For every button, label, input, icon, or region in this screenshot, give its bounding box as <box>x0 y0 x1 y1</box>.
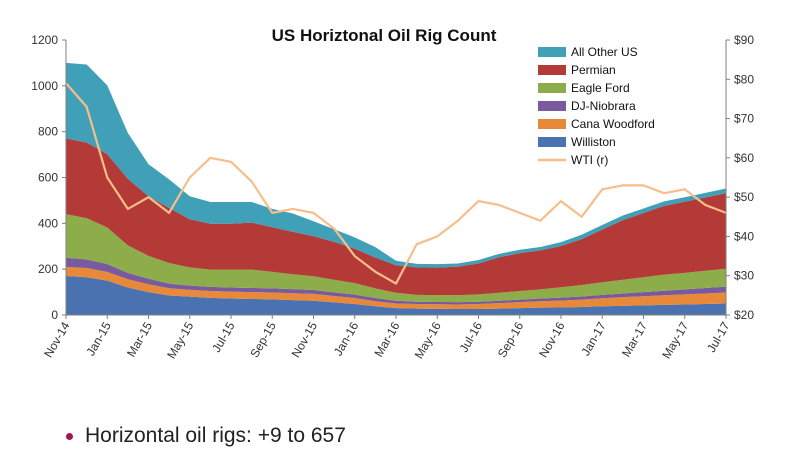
area-williston <box>66 276 726 315</box>
right-tick-label: $80 <box>734 72 754 86</box>
x-tick-label: May-16 <box>412 319 444 361</box>
x-tick-label: Mar-17 <box>619 319 650 359</box>
x-tick-label: Jul-17 <box>704 319 733 355</box>
wti-line-layer <box>65 82 727 285</box>
legend-label-all-other-us: All Other US <box>571 45 638 59</box>
x-tick-label: Nov-16 <box>536 319 568 360</box>
right-tick-label: $70 <box>734 112 754 126</box>
x-tick-label: Jan-17 <box>578 319 609 358</box>
x-tick-label: Jan-16 <box>331 319 362 358</box>
left-tick-label: 400 <box>38 216 58 230</box>
x-tick-label: Nov-15 <box>289 319 321 360</box>
legend-label-permian: Permian <box>571 63 616 77</box>
x-tick-label: Sep-15 <box>247 319 279 360</box>
legend-label-williston: Williston <box>571 135 616 149</box>
left-tick-label: 800 <box>38 125 58 139</box>
chart-title: US Horiztonal Oil Rig Count <box>272 26 497 45</box>
bullet-dot-icon <box>66 432 73 440</box>
legend-label-cana-woodford: Cana Woodford <box>571 117 655 131</box>
x-tick-label: May-17 <box>659 319 691 361</box>
x-tick-label: Jul-16 <box>457 319 486 355</box>
legend-label-eagle-ford: Eagle Ford <box>571 81 630 95</box>
legend-swatch-dj-niobrara <box>538 101 566 111</box>
legend-swatch-permian <box>538 65 566 75</box>
bullet-text: Horizontal oil rigs: +9 to 657 <box>85 424 346 447</box>
area-layers <box>66 62 726 315</box>
left-tick-label: 1000 <box>31 79 58 93</box>
left-tick-label: 0 <box>51 308 58 322</box>
x-tick-label: Mar-15 <box>124 319 155 359</box>
right-tick-label: $20 <box>734 308 754 322</box>
x-tick-label: Jan-15 <box>83 319 114 358</box>
right-tick-label: $50 <box>734 190 754 204</box>
legend-swatch-eagle-ford <box>538 83 566 93</box>
left-tick-label: 600 <box>38 171 58 185</box>
right-tick-label: $60 <box>734 151 754 165</box>
area-eagle-ford <box>66 214 726 303</box>
x-tick-label: Mar-16 <box>371 319 402 359</box>
area-cana-woodford <box>66 266 726 310</box>
chart: US Horiztonal Oil Rig Count 0 200 400 600 80… <box>31 26 754 361</box>
left-tick-label: 200 <box>38 262 58 276</box>
legend: All Other US Permian Eagle Ford DJ-Niobrara… <box>538 45 655 167</box>
legend-swatch-williston <box>538 137 566 147</box>
area-permian <box>66 138 726 296</box>
x-tick-label: Jul-15 <box>209 319 238 355</box>
legend-label-wti-r-: WTI (r) <box>571 153 608 167</box>
legend-swatch-all-other-us <box>538 47 566 57</box>
legend-label-dj-niobrara: DJ-Niobrara <box>571 99 636 113</box>
right-tick-label: $40 <box>734 229 754 243</box>
right-tick-label: $30 <box>734 269 754 283</box>
wti-line <box>65 82 727 285</box>
x-tick-label: Sep-16 <box>495 319 527 360</box>
x-tick-label: Nov-14 <box>41 319 73 360</box>
area-all-other-us <box>66 62 726 268</box>
x-tick-label: May-15 <box>164 319 196 361</box>
right-tick-label: $90 <box>734 33 754 47</box>
left-tick-label: 1200 <box>31 33 58 47</box>
legend-swatch-cana-woodford <box>538 119 566 129</box>
summary-bullet: Horizontal oil rigs: +9 to 657 <box>66 424 346 448</box>
